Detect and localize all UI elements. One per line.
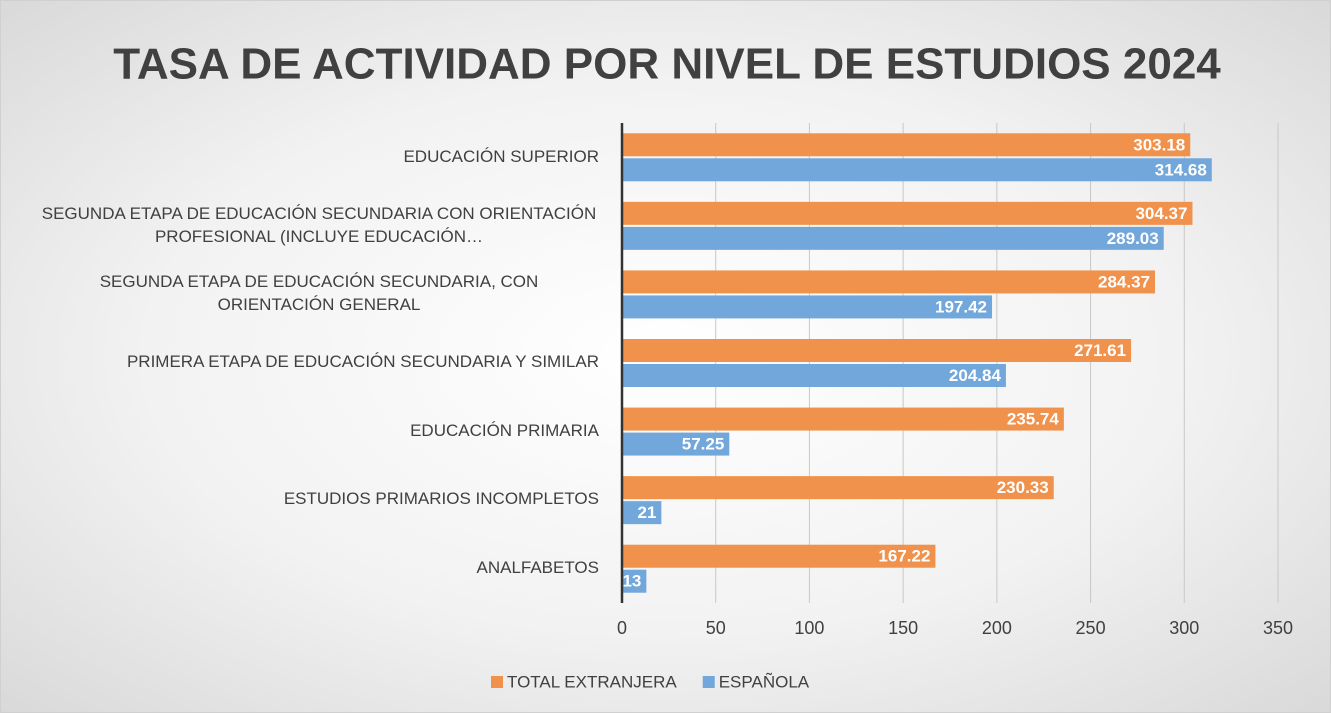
category-text: ANALFABETOS bbox=[476, 557, 599, 577]
category-text: SEGUNDA ETAPA DE EDUCACIÓN SECUNDARIA CO… bbox=[41, 203, 597, 246]
category-text: ESTUDIOS PRIMARIOS INCOMPLETOS bbox=[283, 489, 599, 509]
data-label: 314.68 bbox=[1155, 160, 1207, 179]
legend-swatch bbox=[491, 676, 503, 688]
bar bbox=[622, 476, 1054, 500]
bar bbox=[622, 158, 1212, 182]
data-label: 21 bbox=[637, 503, 656, 522]
data-label: 303.18 bbox=[1133, 135, 1185, 154]
category-text: SEGUNDA ETAPA DE EDUCACIÓN SECUNDARIA, C… bbox=[99, 272, 539, 315]
data-label: 235.74 bbox=[1007, 410, 1060, 429]
x-tick-label: 0 bbox=[617, 618, 627, 638]
data-label: 271.61 bbox=[1074, 341, 1126, 360]
x-tick-label: 350 bbox=[1263, 618, 1293, 638]
category-label: SEGUNDA ETAPA DE EDUCACIÓN SECUNDARIA CO… bbox=[39, 192, 599, 260]
data-label: 167.22 bbox=[878, 547, 930, 566]
data-label: 197.42 bbox=[935, 297, 987, 316]
x-tick-label: 300 bbox=[1169, 618, 1199, 638]
data-label: 230.33 bbox=[997, 478, 1049, 497]
bar bbox=[622, 432, 730, 456]
bar bbox=[622, 339, 1132, 362]
bar bbox=[622, 201, 1193, 225]
bar bbox=[622, 270, 1155, 294]
data-label: 284.37 bbox=[1098, 272, 1150, 291]
category-text: EDUCACIÓN PRIMARIA bbox=[410, 420, 599, 440]
data-label: 304.37 bbox=[1135, 204, 1187, 223]
data-label: 57.25 bbox=[682, 435, 725, 454]
bar bbox=[622, 544, 936, 568]
bar bbox=[622, 133, 1191, 157]
category-label: SEGUNDA ETAPA DE EDUCACIÓN SECUNDARIA, C… bbox=[39, 260, 599, 328]
bar bbox=[622, 569, 647, 593]
bar bbox=[622, 407, 1064, 431]
legend-swatch bbox=[702, 676, 715, 688]
chart-title: TASA DE ACTIVIDAD POR NIVEL DE ESTUDIOS … bbox=[113, 40, 1221, 89]
legend-label: TOTAL EXTRANJERA bbox=[507, 672, 677, 691]
x-tick-label: 50 bbox=[706, 618, 726, 638]
bar bbox=[622, 501, 662, 525]
bar bbox=[622, 295, 993, 319]
data-label: 289.03 bbox=[1107, 229, 1159, 248]
category-label: EDUCACIÓN SUPERIOR bbox=[403, 123, 599, 191]
x-tick-label: 250 bbox=[1076, 618, 1106, 638]
x-tick-label: 100 bbox=[794, 618, 824, 638]
category-label: EDUCACIÓN PRIMARIA bbox=[410, 397, 599, 465]
bar bbox=[622, 364, 1006, 387]
category-text: PRIMERA ETAPA DE EDUCACIÓN SECUNDARIA Y … bbox=[126, 352, 599, 372]
data-label: 204.84 bbox=[949, 366, 1002, 385]
category-label: PRIMERA ETAPA DE EDUCACIÓN SECUNDARIA Y … bbox=[127, 329, 599, 397]
category-text: EDUCACIÓN SUPERIOR bbox=[403, 146, 599, 166]
category-label: ANALFABETOS bbox=[476, 534, 599, 602]
data-label: 13 bbox=[622, 572, 641, 591]
legend-label: ESPAÑOLA bbox=[719, 672, 810, 691]
bar bbox=[622, 226, 1164, 250]
category-label: ESTUDIOS PRIMARIOS INCOMPLETOS bbox=[284, 466, 599, 534]
x-tick-label: 200 bbox=[982, 618, 1012, 638]
x-tick-label: 150 bbox=[888, 618, 918, 638]
